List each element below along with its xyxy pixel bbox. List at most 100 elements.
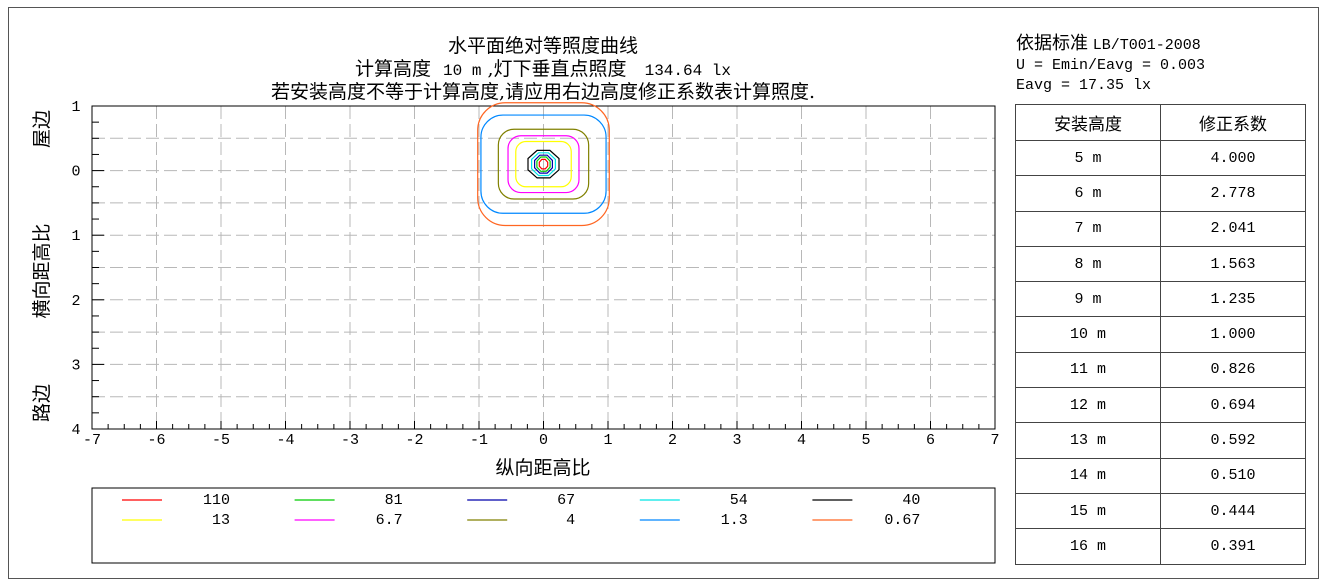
isolux-contour [533,154,554,174]
x-tick-label: 5 [861,432,870,449]
legend-label: 40 [902,492,920,509]
y-tick-label: 1 [71,228,80,245]
table-row: 11 m 0.826 [1015,351,1306,389]
x-axis-label: 纵向距高比 [495,457,590,479]
factor-cell: 2.041 [1160,210,1306,247]
table-row: 7 m 2.041 [1015,210,1306,247]
table-row: 16 m 0.391 [1015,528,1306,565]
table-header-row: 安装高度 修正系数 [1015,104,1306,141]
subtitle-height: 10 m [443,62,481,80]
height-cell: 11 m [1015,351,1161,389]
table-row: 13 m 0.592 [1015,422,1306,459]
y-tick-label: 1 [71,99,80,116]
height-cell: 6 m [1015,175,1161,212]
height-cell: 8 m [1015,245,1161,283]
table-row: 8 m 1.563 [1015,245,1306,283]
height-cell: 13 m [1015,422,1161,459]
standard-line: 依据标准 LB/T001-2008 [1016,34,1205,56]
factor-cell: 0.444 [1160,492,1306,530]
table-row: 9 m 1.235 [1015,281,1306,318]
isolux-contour [507,135,580,194]
legend-label: 0.67 [884,512,920,529]
standard-info: 依据标准 LB/T001-2008 U = Emin/Eavg = 0.003 … [1016,34,1205,96]
chart-note: 若安装高度不等于计算高度,请应用右边高度修正系数表计算照度. [271,81,815,103]
axis-layer: -7 -6 -5 -4 -3 -2 -1 0 1 2 3 4 5 6 7 1 0 1 2 3 4 [71,99,999,449]
legend-label: 67 [557,492,575,509]
y-tick-label: 4 [71,422,80,439]
factor-cell: 1.000 [1160,316,1306,353]
x-tick-label: -7 [83,432,101,449]
x-tick-label: -5 [212,432,230,449]
x-tick-label: 3 [732,432,741,449]
x-tick-label: -6 [147,432,165,449]
factor-cell: 1.563 [1160,245,1306,283]
height-cell: 12 m [1015,387,1161,424]
x-tick-label: 6 [926,432,935,449]
eavg-value: Eavg = 17.35 lx [1016,77,1152,94]
standard-label: 依据标准 [1016,33,1088,54]
x-tick-label: 2 [668,432,677,449]
factor-cell: 0.391 [1160,528,1306,565]
factor-cell: 4.000 [1160,139,1306,177]
table-row: 12 m 0.694 [1015,387,1306,424]
isolux-contour [536,156,551,172]
height-cell: 14 m [1015,457,1161,494]
legend-label: 1.3 [721,512,748,529]
isolux-contour [538,158,549,170]
isolux-contour [497,128,590,200]
grid-lines [92,106,995,429]
x-tick-label: -2 [405,432,423,449]
table-row: 15 m 0.444 [1015,492,1306,530]
uniformity-value: U = Emin/Eavg = 0.003 [1016,57,1206,74]
x-tick-label: -4 [276,432,294,449]
isolux-contour [515,140,572,188]
height-cell: 7 m [1015,210,1161,247]
factor-cell: 1.235 [1160,281,1306,318]
table-row: 6 m 2.778 [1015,175,1306,212]
legend-label: 6.7 [376,512,403,529]
subtitle-center-label: ,灯下垂直点照度 [488,58,627,80]
legend-label: 110 [203,492,230,509]
legend-box [91,487,996,564]
x-tick-label: 7 [990,432,999,449]
legend-label: 81 [385,492,403,509]
isolux-chart: 水平面绝对等照度曲线 计算高度 10 m ,灯下垂直点照度 134.64 lx … [31,35,1000,564]
factor-cell: 0.510 [1160,457,1306,494]
x-tick-label: 1 [603,432,612,449]
factor-cell: 0.826 [1160,351,1306,389]
height-cell: 15 m [1015,492,1161,530]
y-axis-label: 横向距高比 [31,223,53,318]
isolux-contour [480,114,607,214]
height-cell: 16 m [1015,528,1161,565]
height-correction-table: 安装高度 修正系数 5 m 4.000 6 m 2.778 7 m 2.041 8 m… [1015,104,1306,565]
legend-label: 13 [212,512,230,529]
contour-layer [477,102,610,227]
report-frame [8,7,1319,579]
table-row: 10 m 1.000 [1015,316,1306,353]
col-header-height: 安装高度 [1015,104,1161,141]
y-bottom-label: 路边 [31,384,53,422]
x-tick-label: -3 [341,432,359,449]
factor-cell: 0.592 [1160,422,1306,459]
y-top-label: 屋边 [31,110,53,148]
legend-label: 54 [730,492,748,509]
table-row: 14 m 0.510 [1015,457,1306,494]
y-tick-label: 0 [71,164,80,181]
isolux-contour [530,152,557,177]
isolux-contour [527,149,560,179]
legend: 110 81 67 54 40 13 6.7 4 1.3 0.67 [122,492,920,529]
x-tick-label: 4 [797,432,806,449]
chart-title: 水平面绝对等照度曲线 [448,35,638,57]
factor-cell: 2.778 [1160,175,1306,212]
height-cell: 5 m [1015,139,1161,177]
x-tick-label: 0 [539,432,548,449]
y-tick-label: 3 [71,357,80,374]
factor-cell: 0.694 [1160,387,1306,424]
subtitle-label: 计算高度 [355,58,431,80]
isolux-contour [477,102,610,227]
table-row: 5 m 4.000 [1015,139,1306,177]
subtitle-center-value: 134.64 lx [645,62,731,80]
legend-label: 4 [566,512,575,529]
standard-code: LB/T001-2008 [1092,37,1201,54]
col-header-factor: 修正系数 [1160,104,1306,141]
